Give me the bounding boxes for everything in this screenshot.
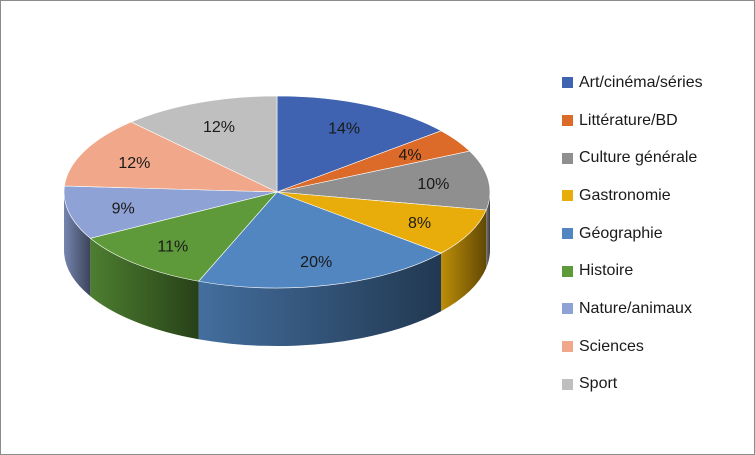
legend-item: Culture générale [562, 139, 703, 177]
slice-side [198, 253, 442, 346]
slice-sciences [64, 121, 278, 193]
legend-item: Sciences [562, 328, 703, 366]
pie-sides [64, 192, 490, 346]
legend-swatch [562, 77, 573, 89]
data-label: 4% [399, 147, 422, 164]
legend-label: Culture générale [579, 149, 698, 167]
data-label: 12% [118, 155, 150, 172]
slice-nature-animaux [63, 185, 278, 239]
legend-label: Géographie [579, 224, 663, 242]
legend-label: Sport [579, 375, 618, 393]
legend-swatch [562, 115, 573, 127]
slice-gastronomie [276, 191, 487, 254]
legend-swatch [562, 378, 573, 390]
slice-sport [130, 95, 278, 193]
slice-art-cin-ma-s-ries [276, 95, 442, 193]
legend-swatch [562, 190, 573, 202]
legend-label: Sciences [579, 337, 644, 355]
slice-culture-g-n-rale [276, 150, 491, 211]
data-label: 9% [112, 201, 135, 218]
legend-item: Histoire [562, 252, 703, 290]
legend-label: Histoire [579, 262, 634, 280]
legend-swatch [562, 341, 573, 353]
data-label: 14% [328, 121, 360, 138]
slice-side [486, 192, 490, 268]
data-label: 8% [408, 215, 431, 232]
pie-labels: 14% 4% 10% 8% 20% 11% 9% 12% 12% [112, 119, 450, 271]
legend-label: Gastronomie [579, 186, 671, 204]
slice-side [64, 192, 91, 297]
slice-side [441, 209, 487, 312]
legend-swatch [562, 152, 573, 164]
legend-swatch [562, 265, 573, 277]
legend-item: Sport [562, 366, 703, 404]
data-label: 11% [157, 238, 188, 255]
legend-item: Géographie [562, 215, 703, 253]
legend-item: Nature/animaux [562, 290, 703, 328]
legend-label: Nature/animaux [579, 299, 692, 317]
legend-swatch [562, 303, 573, 315]
pie-top [63, 95, 491, 289]
legend: Art/cinéma/séries Littérature/BD Culture… [562, 64, 703, 403]
legend-label: Littérature/BD [579, 111, 678, 129]
data-label: 12% [203, 119, 235, 136]
legend-item: Gastronomie [562, 177, 703, 215]
slice-histoire [89, 191, 278, 282]
legend-item: Littérature/BD [562, 102, 703, 140]
legend-item: Art/cinéma/séries [562, 64, 703, 102]
slice-g-ographie [198, 191, 442, 289]
data-label: 20% [300, 254, 332, 271]
data-label: 10% [417, 176, 449, 193]
legend-label: Art/cinéma/séries [579, 73, 703, 91]
legend-swatch [562, 228, 573, 240]
slice-side [90, 238, 199, 340]
